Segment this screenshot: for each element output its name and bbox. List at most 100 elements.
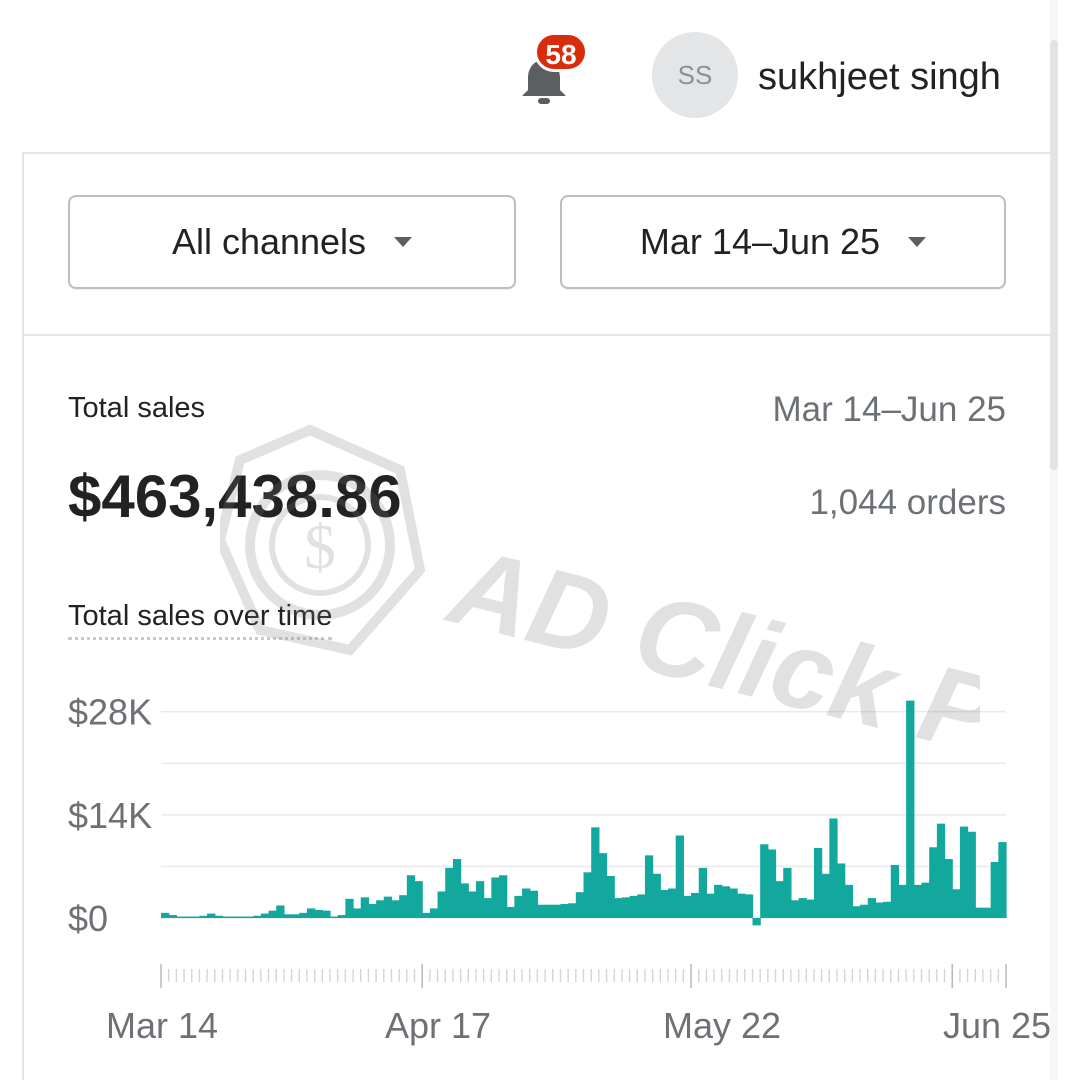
chart-bar <box>629 895 638 918</box>
caret-down-icon <box>908 237 927 247</box>
chart-bar <box>783 867 792 918</box>
x-axis-tick-label: May 22 <box>663 1005 781 1046</box>
chart-bar <box>176 916 185 918</box>
chart-bar <box>644 855 654 918</box>
chart-bar <box>691 892 700 918</box>
y-axis-tick-label: $0 <box>68 898 108 939</box>
chart-bar <box>568 903 577 918</box>
chart-bar <box>214 915 224 918</box>
chart-bar <box>268 910 277 918</box>
chart-bar <box>414 881 423 918</box>
sales-over-time-chart[interactable]: $0 $14K $28K Mar 14 Apr 17 May 22 Jun 25 <box>0 660 1080 1080</box>
x-axis-tick-label: Mar 14 <box>106 1005 218 1046</box>
chart-bar <box>813 847 823 918</box>
chart-bar <box>283 914 293 918</box>
date-range-label: Mar 14–Jun 25 <box>639 221 881 262</box>
filters-divider <box>24 334 1050 336</box>
chart-bar <box>345 898 354 918</box>
chart-bar <box>460 883 469 918</box>
chart-bar <box>391 900 400 918</box>
x-axis-tick-label: Jun 25 <box>943 1005 1051 1046</box>
chart-bar <box>184 916 193 918</box>
chart-bar <box>967 831 976 918</box>
chart-bar <box>299 912 308 918</box>
chart-bar <box>767 849 777 918</box>
page-scrollbar-thumb[interactable] <box>1050 40 1058 470</box>
chart-bar <box>883 901 892 918</box>
chart-bar <box>245 916 254 918</box>
chart-bar <box>890 864 900 918</box>
chart-bar <box>790 900 800 918</box>
chart-bar <box>429 908 439 918</box>
chart-bar <box>399 895 408 918</box>
chart-bar <box>606 875 615 918</box>
chart-bar <box>637 894 646 918</box>
chart-bar <box>760 844 769 918</box>
avatar[interactable]: SS <box>652 32 738 118</box>
chart-bar <box>798 898 807 918</box>
chart-bar <box>806 899 815 918</box>
chart-bar <box>322 910 331 918</box>
chart-bar <box>598 853 608 918</box>
chart-bar <box>698 867 708 918</box>
page-scrollbar-track[interactable] <box>1050 0 1058 1080</box>
chart-bar <box>898 884 907 918</box>
chart-bar <box>706 893 715 918</box>
chart-bar <box>529 890 539 918</box>
chart-bar <box>729 888 738 918</box>
y-axis-tick-label: $28K <box>68 692 152 733</box>
total-sales-value: $463,438.86 <box>68 463 402 530</box>
notification-count-badge: 58 <box>534 32 588 72</box>
chart-bar <box>990 861 999 918</box>
chart-bar <box>383 896 393 918</box>
chart-bar <box>475 881 485 918</box>
chart-bar <box>483 898 492 918</box>
chart-bar <box>368 904 377 918</box>
chart-bar <box>621 897 631 918</box>
chart-bar <box>560 904 569 918</box>
chart-bar <box>744 894 754 918</box>
chart-bar <box>199 915 208 918</box>
chart-bar <box>376 900 385 918</box>
chart-bar <box>906 700 915 918</box>
chart-bar <box>583 872 592 918</box>
chart-bar <box>952 889 961 918</box>
chart-bar <box>852 906 861 918</box>
chart-bar <box>959 826 969 918</box>
chart-bar <box>737 893 746 918</box>
chart-bar <box>844 884 853 918</box>
chart-bar <box>975 907 984 918</box>
chart-bar <box>552 904 562 918</box>
chart-bar <box>668 888 677 918</box>
chart-bar <box>714 884 723 918</box>
chart-bar <box>944 859 953 918</box>
caret-down-icon <box>394 237 413 247</box>
chart-title[interactable]: Total sales over time <box>68 600 333 640</box>
channel-filter-dropdown[interactable]: All channels <box>68 195 516 289</box>
chart-bar <box>936 823 946 918</box>
chart-bar <box>875 902 884 918</box>
chart-bar <box>230 916 239 918</box>
chart-bar <box>222 916 231 918</box>
chart-bar <box>260 913 270 918</box>
date-range-dropdown[interactable]: Mar 14–Jun 25 <box>560 195 1006 289</box>
chart-bar <box>829 818 838 918</box>
chart-bar <box>353 908 362 918</box>
chart-bar <box>522 888 531 918</box>
y-axis-tick-label: $14K <box>68 795 152 836</box>
chart-bar <box>406 875 416 918</box>
panel-top-border <box>24 152 1050 154</box>
chart-bar <box>913 884 923 918</box>
chart-bar <box>867 898 877 918</box>
chart-bar <box>445 867 454 918</box>
user-name[interactable]: sukhjeet singh <box>758 56 1001 98</box>
chart-bar <box>437 891 446 918</box>
chart-bar <box>652 873 661 918</box>
chart-bar <box>545 904 554 918</box>
chart-bar <box>614 898 623 918</box>
chart-bar <box>306 908 316 918</box>
orders-count: 1,044 orders <box>809 483 1006 522</box>
x-axis-tick-label: Apr 17 <box>385 1005 491 1046</box>
chart-bar <box>821 873 830 918</box>
chart-bar <box>921 882 930 918</box>
